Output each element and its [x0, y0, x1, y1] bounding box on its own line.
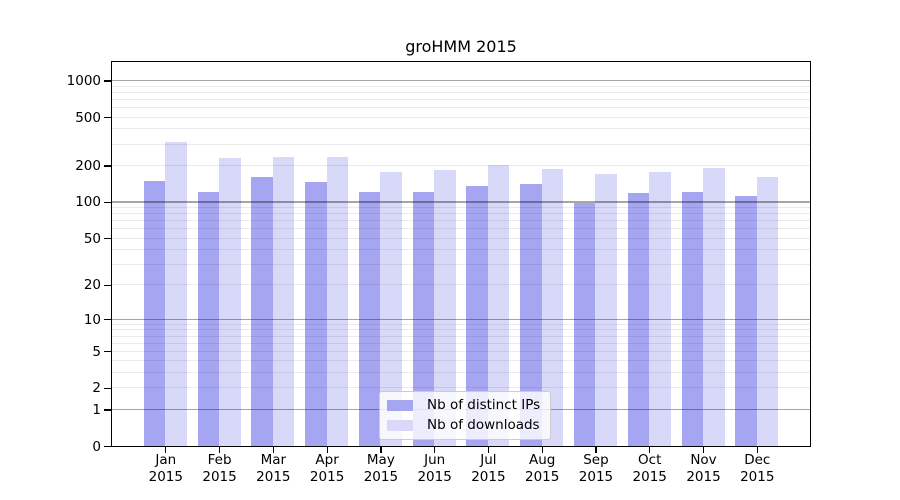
x-axis-tick-label-aug: Aug 2015	[525, 452, 560, 485]
bar-sep-distinct-ips	[573, 202, 596, 446]
bar-may-distinct-ips	[358, 191, 381, 446]
y-axis-tick-200	[104, 165, 111, 167]
legend-swatch-distinct-ips	[387, 400, 413, 411]
x-axis-tick-label-dec: Dec 2015	[740, 452, 775, 485]
bar-jun-downloads	[434, 169, 456, 446]
y-axis-tick-label-2: 2	[92, 380, 101, 397]
bar-apr-distinct-ips	[305, 181, 327, 446]
x-axis-tick-label-sep: Sep 2015	[578, 452, 614, 485]
y-axis-tick-label-500: 500	[75, 109, 101, 126]
x-axis-tick-feb	[218, 446, 221, 453]
bar-nov-distinct-ips	[681, 191, 703, 446]
bars-layer	[112, 62, 810, 446]
y-axis-tick-5	[104, 351, 111, 353]
y-axis-tick-10	[104, 319, 111, 321]
y-axis-tick-label-5: 5	[92, 343, 101, 360]
x-axis-tick-aug	[541, 446, 543, 453]
x-axis-tick-label-apr: Apr 2015	[309, 452, 345, 485]
y-axis-tick-20	[104, 284, 111, 287]
legend-row-downloads: Nb of downloads	[387, 418, 540, 433]
legend-swatch-downloads	[387, 420, 413, 431]
y-axis-tick-label-10: 10	[83, 311, 101, 328]
bar-jul-distinct-ips	[466, 186, 488, 446]
bar-feb-distinct-ips	[197, 192, 220, 446]
x-axis-tick-nov	[702, 446, 705, 453]
y-axis-tick-1000	[104, 80, 111, 82]
bar-apr-downloads	[326, 156, 349, 446]
legend: Nb of distinct IPs Nb of downloads	[379, 391, 552, 440]
legend-label-downloads: Nb of downloads	[427, 417, 540, 433]
y-axis-tick-1	[104, 409, 111, 411]
y-axis-tick-label-100: 100	[75, 194, 101, 211]
legend-label-distinct-ips: Nb of distinct IPs	[427, 397, 541, 413]
x-axis-tick-label-mar: Mar 2015	[256, 452, 291, 485]
x-axis-tick-label-jul: Jul 2015	[471, 452, 506, 485]
chart-title: groHMM 2015	[405, 37, 517, 56]
y-axis-tick-label-1: 1	[92, 401, 101, 418]
y-axis-tick-label-50: 50	[83, 230, 101, 247]
y-axis-tick-label-200: 200	[75, 157, 101, 174]
bar-aug-distinct-ips	[520, 183, 542, 446]
bar-feb-downloads	[219, 158, 241, 446]
bar-sep-downloads	[595, 173, 617, 446]
bar-may-downloads	[380, 171, 402, 446]
x-axis-tick-oct	[649, 446, 651, 453]
y-axis-tick-0	[104, 445, 111, 448]
x-axis-tick-apr	[326, 446, 328, 453]
x-axis-tick-label-may: May 2015	[363, 452, 399, 485]
y-axis-tick-500	[104, 117, 111, 119]
x-axis-tick-jan	[165, 446, 167, 453]
y-axis-tick-50	[104, 237, 111, 240]
y-axis-tick-label-0: 0	[92, 438, 101, 455]
x-axis-tick-sep	[595, 446, 597, 453]
x-axis-tick-label-nov: Nov 2015	[686, 452, 721, 485]
x-axis-tick-jul	[487, 446, 490, 453]
bar-jul-downloads	[487, 165, 510, 446]
y-axis-tick-2	[104, 387, 111, 390]
bar-aug-downloads	[541, 169, 564, 446]
x-axis-tick-label-jan: Jan 2015	[148, 452, 183, 485]
x-axis-tick-label-jun: Jun 2015	[417, 452, 452, 485]
y-axis-tick-label-20: 20	[83, 277, 101, 294]
x-axis-tick-label-feb: Feb 2015	[202, 452, 237, 485]
bar-oct-distinct-ips	[627, 193, 650, 446]
y-axis-tick-100	[104, 201, 111, 204]
bar-mar-downloads	[272, 156, 295, 446]
y-axis-tick-label-1000: 1000	[66, 73, 101, 90]
bar-oct-downloads	[649, 172, 671, 446]
bar-mar-distinct-ips	[251, 177, 273, 446]
plot-area	[111, 61, 811, 447]
x-axis-tick-label-oct: Oct 2015	[632, 452, 667, 485]
bar-dec-downloads	[756, 177, 779, 446]
bar-jun-distinct-ips	[412, 192, 435, 446]
bar-nov-downloads	[703, 168, 725, 446]
legend-row-distinct-ips: Nb of distinct IPs	[387, 398, 540, 413]
bar-jan-distinct-ips	[143, 180, 166, 446]
x-axis-tick-may	[380, 446, 382, 453]
x-axis-tick-jun	[434, 446, 436, 453]
bar-dec-distinct-ips	[735, 195, 757, 446]
bar-jan-downloads	[165, 142, 187, 446]
x-axis-tick-mar	[272, 446, 275, 453]
x-axis-tick-dec	[756, 446, 758, 453]
